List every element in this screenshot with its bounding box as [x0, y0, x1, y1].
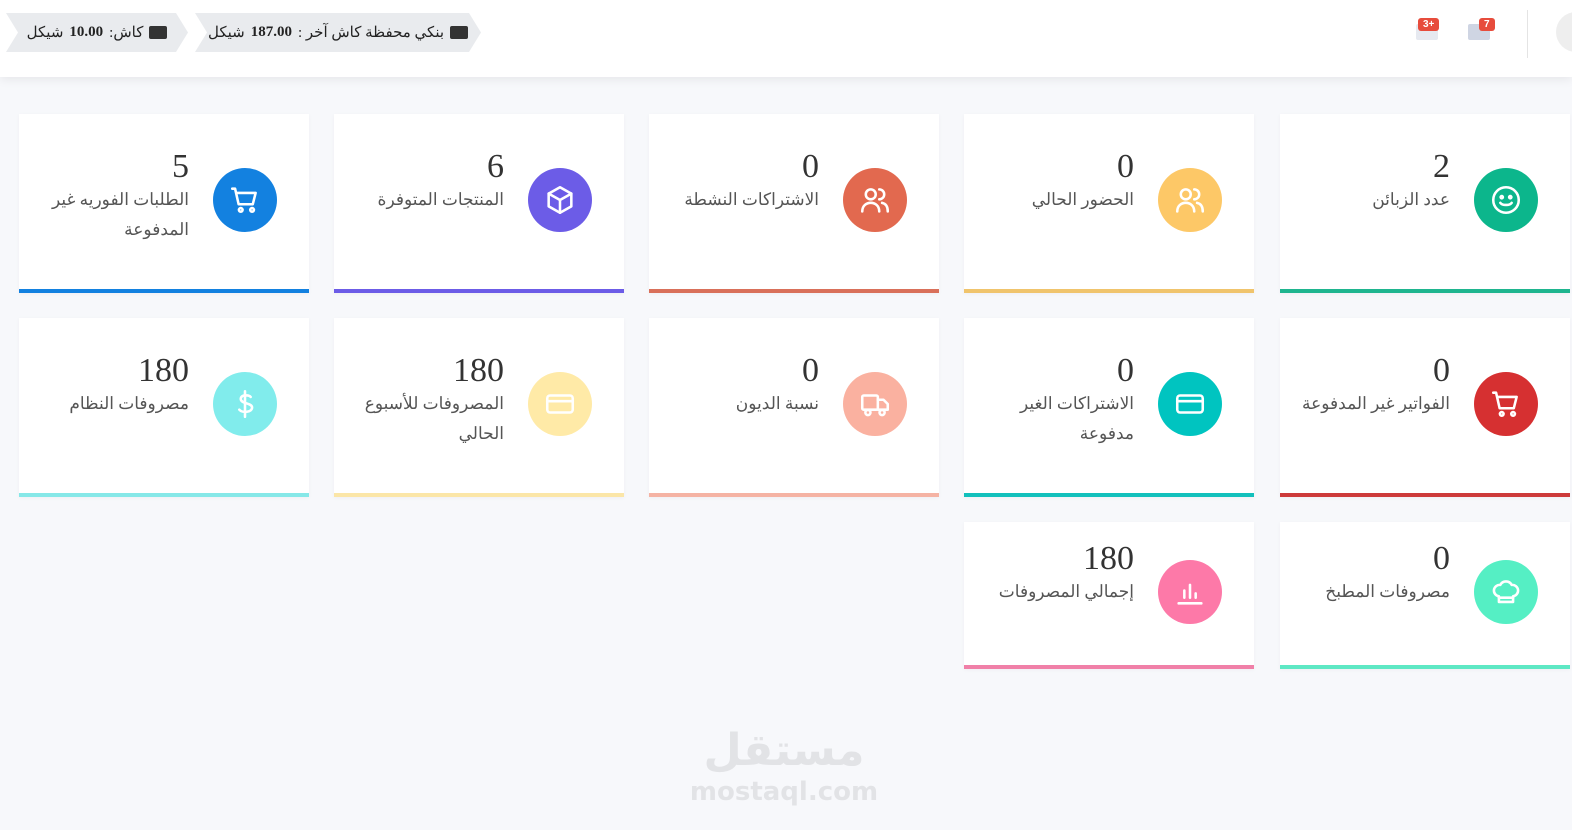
- money-icon: [149, 26, 167, 39]
- accent-bar: [1280, 665, 1570, 669]
- stat-card[interactable]: 0 الاشتراكات النشطة: [649, 114, 939, 293]
- accent-bar: [649, 289, 939, 293]
- stat-card[interactable]: 180 مصروفات النظام: [19, 318, 309, 497]
- stat-card[interactable]: 0 الحضور الحالي: [964, 114, 1254, 293]
- accent-bar: [19, 493, 309, 497]
- stat-label: المنتجات المتوفرة: [377, 190, 504, 210]
- stat-label: عدد الزبائن: [1372, 190, 1450, 210]
- users-icon: [1158, 168, 1222, 232]
- stat-text: 180 إجمالي المصروفات: [999, 540, 1134, 607]
- stat-value: 180: [138, 352, 189, 389]
- wallet-icon: [450, 26, 468, 39]
- accent-bar: [964, 289, 1254, 293]
- stat-label: نسبة الديون: [735, 394, 819, 414]
- stat-text: 180 مصروفات النظام: [69, 352, 189, 419]
- stat-label: الفواتير غير المدفوعة: [1302, 394, 1450, 414]
- cash-label: كاش:: [109, 25, 144, 41]
- bank-balance: بنكي محفظة كاش آخر : 187.00 شيكل: [195, 13, 481, 52]
- bar-chart-icon: [1158, 560, 1222, 624]
- accent-bar: [19, 289, 309, 293]
- cart-icon: [1474, 372, 1538, 436]
- accent-bar: [1280, 493, 1570, 497]
- watermark-arabic: مستقل: [703, 725, 865, 776]
- stat-value: 0: [1433, 352, 1450, 389]
- accent-bar: [334, 493, 624, 497]
- stat-label: الاشتراكات الغير مدفوعة: [1019, 394, 1134, 444]
- stat-value: 0: [1117, 352, 1134, 389]
- accent-bar: [1280, 289, 1570, 293]
- cash-currency: شيكل: [26, 25, 64, 41]
- stat-card[interactable]: 0 مصروفات المطبخ: [1280, 522, 1570, 669]
- stat-value: 5: [172, 148, 189, 185]
- cart-icon: [213, 168, 277, 232]
- stat-text: 5 الطلبات الفوريه غير المدفوعة: [39, 148, 189, 245]
- stat-label: مصروفات المطبخ: [1325, 582, 1450, 602]
- stat-text: 6 المنتجات المتوفرة: [378, 148, 504, 215]
- cash-amount: 10.00: [69, 24, 104, 40]
- stat-label: الحضور الحالي: [1031, 190, 1134, 210]
- stat-value: 2: [1433, 148, 1450, 185]
- stat-value: 6: [487, 148, 504, 185]
- stat-value: 0: [802, 352, 819, 389]
- stat-value: 180: [453, 352, 504, 389]
- smile-icon: [1474, 168, 1538, 232]
- stat-label: المصروفات للأسبوع الحالي: [364, 394, 504, 444]
- stat-label: مصروفات النظام: [69, 394, 189, 414]
- top-navbar: كاش: 10.00 شيكل بنكي محفظة كاش آخر : 187…: [0, 0, 1572, 77]
- stat-label: الاشتراكات النشطة: [684, 190, 819, 210]
- stat-card[interactable]: 0 نسبة الديون: [649, 318, 939, 497]
- stat-text: 2 عدد الزبائن: [1372, 148, 1450, 215]
- stat-card[interactable]: 5 الطلبات الفوريه غير المدفوعة: [19, 114, 309, 293]
- stat-text: 0 الحضور الحالي: [1032, 148, 1134, 215]
- stat-value: 0: [1117, 148, 1134, 185]
- stat-value: 180: [1083, 540, 1134, 577]
- credit-card-icon: [1158, 372, 1222, 436]
- stat-text: 0 نسبة الديون: [736, 352, 819, 419]
- stat-text: 0 الفواتير غير المدفوعة: [1302, 352, 1450, 419]
- stat-card[interactable]: 6 المنتجات المتوفرة: [334, 114, 624, 293]
- messages-badge: 7: [1479, 18, 1495, 31]
- stat-card[interactable]: 180 المصروفات للأسبوع الحالي: [334, 318, 624, 497]
- accent-bar: [649, 493, 939, 497]
- users-icon: [843, 168, 907, 232]
- stat-text: 180 المصروفات للأسبوع الحالي: [354, 352, 504, 449]
- watermark-latin: mostaql.com: [689, 777, 879, 807]
- accent-bar: [964, 493, 1254, 497]
- dollar-icon: [213, 372, 277, 436]
- stat-card[interactable]: 2 عدد الزبائن: [1280, 114, 1570, 293]
- stat-text: 0 مصروفات المطبخ: [1325, 540, 1450, 607]
- bank-amount: 187.00: [250, 24, 292, 40]
- stat-card[interactable]: 0 الاشتراكات الغير مدفوعة: [964, 318, 1254, 497]
- box-icon: [528, 168, 592, 232]
- chef-hat-icon: [1474, 560, 1538, 624]
- accent-bar: [964, 665, 1254, 669]
- stat-label: إجمالي المصروفات: [998, 582, 1134, 602]
- bank-currency: شيكل: [207, 25, 245, 41]
- stat-card[interactable]: 0 الفواتير غير المدفوعة: [1280, 318, 1570, 497]
- stat-text: 0 الاشتراكات الغير مدفوعة: [984, 352, 1134, 449]
- bank-label: بنكي محفظة كاش آخر :: [297, 25, 445, 41]
- stat-label: الطلبات الفوريه غير المدفوعة: [51, 190, 189, 240]
- stat-card[interactable]: 180 إجمالي المصروفات: [964, 522, 1254, 669]
- accent-bar: [334, 289, 624, 293]
- stat-text: 0 الاشتراكات النشطة: [684, 148, 819, 215]
- avatar[interactable]: [1556, 12, 1572, 52]
- cash-balance: كاش: 10.00 شيكل: [6, 13, 188, 52]
- stat-value: 0: [802, 148, 819, 185]
- notifications-badge: 3+: [1418, 18, 1440, 31]
- truck-icon: [843, 372, 907, 436]
- watermark-logo: مستقل mostaql.com: [688, 725, 880, 807]
- credit-card-icon: [528, 372, 592, 436]
- divider: [1527, 10, 1528, 58]
- stat-value: 0: [1433, 540, 1450, 577]
